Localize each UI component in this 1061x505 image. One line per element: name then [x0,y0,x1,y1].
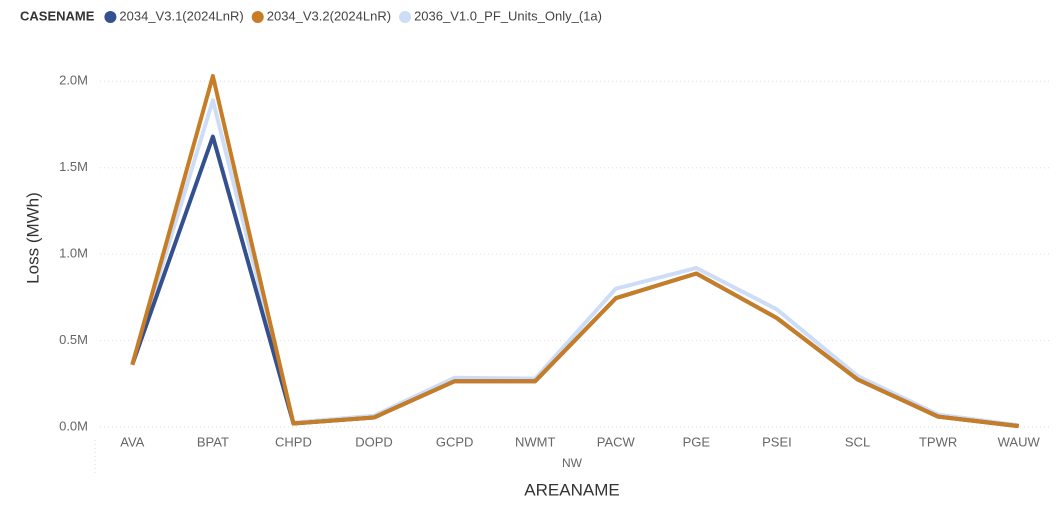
x-tick-label: BPAT [197,434,229,449]
y-tick-label: 1.5M [59,159,88,174]
legend-label: 2036_V1.0_PF_Units_Only_(1a) [414,8,602,23]
x-tick-label: AVA [120,434,144,449]
x-tick-label: DOPD [355,434,393,449]
x-tick-label: PGE [683,434,711,449]
y-tick-label: 1.0M [59,246,88,261]
y-tick-label: 0.5M [59,332,88,347]
legend-title: CASENAME [20,8,95,23]
y-axis-label: Loss (MWh) [23,192,42,284]
series-line [130,134,1019,429]
x-tick-label: PACW [597,434,636,449]
x-group-label: NW [562,456,583,470]
legend-label: 2034_V3.2(2024LnR) [267,8,391,23]
y-tick-label: 2.0M [59,73,88,88]
series-line [130,74,1019,429]
series-line [130,98,1019,428]
y-tick-label: 0.0M [59,418,88,433]
x-tick-label: PSEI [762,434,792,449]
x-tick-label: WAUW [998,434,1041,449]
legend-label: 2034_V3.1(2024LnR) [119,8,243,23]
legend-marker [399,11,412,23]
x-tick-label: NWMT [515,434,555,449]
x-tick-label: GCPD [436,434,474,449]
x-tick-label: SCL [845,434,870,449]
x-tick-label: CHPD [275,434,312,449]
legend-marker [104,11,117,23]
x-axis-label: AREANAME [524,480,619,499]
legend-marker [251,11,264,23]
x-tick-label: TPWR [919,434,957,449]
